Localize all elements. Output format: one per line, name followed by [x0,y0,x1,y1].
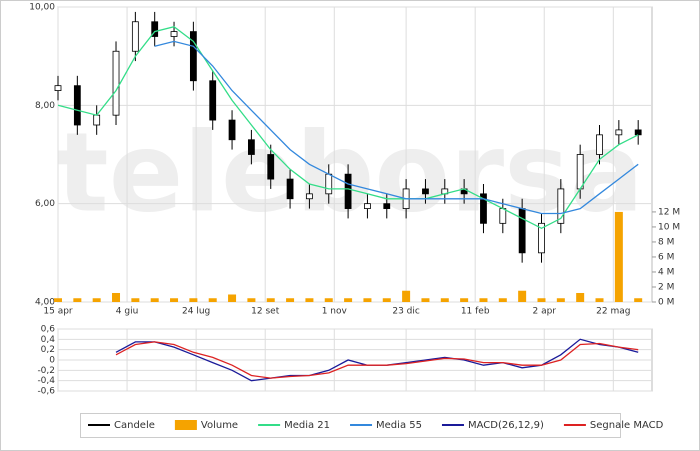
candle-body [557,188,565,224]
legend-label: Media 21 [284,420,330,431]
y2-tick-label: 8 M [658,237,674,247]
y-tick-label: 0,2 [41,345,55,355]
candle-body [634,129,642,136]
candle-body [189,31,197,82]
volume-bar [498,298,507,302]
volume-bar [286,298,295,302]
candle-body [499,208,507,224]
candle-body [112,50,120,116]
volume-bar [112,292,121,302]
candle-body [228,119,236,141]
volume-bar [170,298,179,302]
x-tick-label: 24 lug [182,307,210,317]
legend-label: Media 55 [376,420,422,431]
volume-bar [460,298,469,302]
x-tick-label: 11 feb [461,307,490,317]
volume-bar [208,298,217,302]
y-tick-label: 0,6 [41,325,56,335]
volume-bar [344,298,353,302]
volume-bar [479,298,488,302]
x-tick-label: 23 dic [392,307,420,317]
volume-bar [228,294,237,302]
candle-body [325,173,333,195]
candle-body [422,188,429,195]
candle-body [306,193,313,200]
volume-bar [382,298,391,302]
volume-bar [305,298,314,302]
y2-tick-label: 2 M [658,282,674,292]
volume-bar [518,290,527,302]
candle-body [209,80,217,121]
legend-label: MACD(26,12,9) [468,420,544,431]
candle-body [480,193,487,224]
volume-bar [189,298,198,302]
candle-body [576,154,584,190]
volume-bar [54,298,62,302]
volume-bar [92,298,101,302]
legend-label: Candele [114,420,155,431]
volume-bar [595,298,604,302]
x-tick-label: 2 apr [532,307,556,317]
y-tick-label: 6,00 [35,199,55,209]
line [57,25,639,230]
candle-body [54,85,62,91]
y-tick-label: 10,00 [29,3,55,13]
y-tick-label: 4,00 [35,298,55,308]
y-tick-label: 8,00 [35,101,55,111]
volume-bar [537,298,546,302]
volume-bar [363,298,372,302]
y-tick-label: -0,2 [37,366,55,376]
watermark: teleborsa [56,108,644,236]
volume-bar [266,298,275,302]
legend-label: Segnale MACD [590,420,664,431]
y2-tick-label: 12 M [658,207,680,217]
candle-body [286,178,294,200]
x-tick-label: 4 giu [116,307,139,317]
candle-body [247,139,255,155]
line [115,341,639,379]
y2-tick-label: 0 M [658,298,674,308]
volume-bar [440,298,449,302]
volume-bar [556,298,565,302]
candle-body [151,21,159,37]
y-tick-label: 0,4 [41,335,56,345]
volume-bar [614,211,623,302]
volume-bar [131,298,140,302]
y2-tick-label: 6 M [658,252,674,262]
legend-label: Volume [201,420,238,431]
candle-body [344,173,352,209]
x-tick-label: 15 apr [43,307,73,317]
candle-body [518,208,526,254]
candle-body [93,114,101,126]
volume-bar [150,298,159,302]
legend-swatch [174,420,197,430]
candle-body [73,85,81,126]
line [154,40,639,215]
y2-tick-label: 10 M [658,222,680,232]
y2-tick-label: 4 M [658,267,674,277]
volume-bar [324,298,333,302]
volume-bar [634,298,643,302]
candle-body [538,222,545,254]
volume-bar [402,290,411,302]
candle-body [615,129,623,136]
candle-body [267,154,275,180]
volume-bar [247,298,256,302]
candle-body [170,31,178,37]
y-tick-label: -0,6 [37,387,55,397]
x-tick-label: 22 mag [596,307,630,317]
x-tick-label: 1 nov [322,307,348,317]
candle-body [383,203,391,209]
candle-body [131,21,139,52]
y-tick-label: -0,4 [37,376,55,386]
candle-body [364,203,371,209]
volume-bar [421,298,430,302]
candle-body [596,134,603,155]
x-tick-label: 12 set [251,307,280,317]
y-tick-label: 0 [49,356,55,366]
volume-bar [73,298,82,302]
volume-bar [576,292,585,302]
